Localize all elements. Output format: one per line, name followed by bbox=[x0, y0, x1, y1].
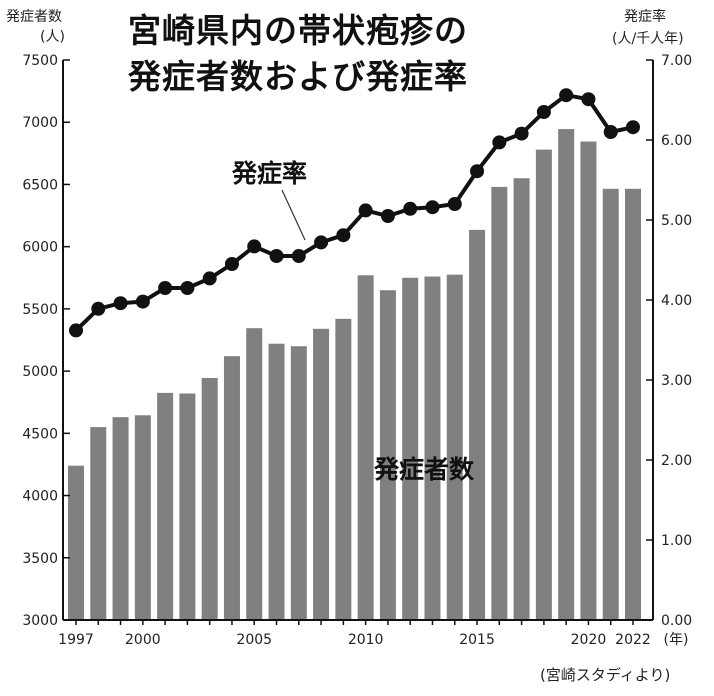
left-tick-label: 7000 bbox=[22, 115, 58, 131]
left-tick-label: 4500 bbox=[22, 426, 58, 442]
rate-point-2016 bbox=[492, 135, 507, 150]
bar-1999 bbox=[112, 417, 129, 620]
left-tick-label: 5500 bbox=[22, 302, 58, 318]
x-tick-label: 2022 bbox=[615, 632, 651, 648]
rate-point-2011 bbox=[380, 209, 395, 223]
left-tick-label: 3000 bbox=[22, 613, 58, 629]
left-tick-label: 4000 bbox=[22, 489, 58, 505]
x-axis-unit: (年) bbox=[664, 632, 689, 648]
bar-1997 bbox=[68, 465, 84, 620]
right-tick-label: 6.00 bbox=[661, 133, 692, 149]
bar-2017 bbox=[513, 178, 530, 620]
bar-2003 bbox=[201, 377, 218, 620]
bar-2015 bbox=[469, 229, 486, 620]
bar-2013 bbox=[424, 276, 441, 620]
rate-point-2014 bbox=[447, 197, 462, 211]
rate-point-2005 bbox=[247, 239, 262, 254]
right-axis-label: 発症率 bbox=[624, 9, 666, 25]
right-tick-label: 1.00 bbox=[661, 533, 692, 549]
bar-2008 bbox=[313, 328, 330, 620]
left-tick-label: 7500 bbox=[22, 53, 58, 69]
bar-2018 bbox=[535, 149, 552, 620]
right-tick-label: 3.00 bbox=[661, 373, 692, 389]
bar-2019 bbox=[558, 129, 575, 621]
bar-2014 bbox=[446, 274, 463, 620]
right-tick-label: 2.00 bbox=[661, 453, 692, 469]
bar-2016 bbox=[491, 186, 508, 620]
rate-point-1997 bbox=[69, 323, 83, 338]
rate-point-1998 bbox=[91, 301, 106, 316]
rate-point-2013 bbox=[425, 200, 440, 215]
rate-point-2008 bbox=[314, 235, 329, 250]
right-axis-unit: (人/千人年) bbox=[612, 31, 684, 47]
rate-annotation-leader bbox=[281, 189, 306, 241]
rate-point-2006 bbox=[269, 249, 284, 263]
x-tick-label: 2010 bbox=[348, 632, 384, 648]
rate-point-2022 bbox=[626, 120, 640, 135]
rate-point-2001 bbox=[158, 281, 173, 295]
bar-2004 bbox=[223, 356, 240, 620]
rate-point-2020 bbox=[581, 92, 596, 107]
rate-point-2018 bbox=[536, 105, 551, 119]
rate-point-2007 bbox=[291, 249, 306, 263]
rate-point-2015 bbox=[470, 164, 485, 179]
rate-point-2017 bbox=[514, 126, 529, 141]
rate-point-2009 bbox=[336, 228, 351, 243]
left-tick-label: 3500 bbox=[22, 551, 58, 567]
left-tick-label: 6000 bbox=[22, 240, 58, 256]
right-tick-label: 4.00 bbox=[661, 293, 692, 309]
bar-2022 bbox=[625, 188, 641, 621]
right-tick-label: 0.00 bbox=[661, 613, 692, 629]
bar-2001 bbox=[157, 392, 174, 620]
x-tick-label: 2005 bbox=[236, 632, 272, 648]
bar-2005 bbox=[246, 328, 263, 620]
x-tick-label: 1997 bbox=[58, 632, 94, 648]
bar-1998 bbox=[90, 427, 107, 620]
x-tick-label: 2000 bbox=[125, 632, 161, 648]
x-tick-label: 2015 bbox=[459, 632, 495, 648]
rate-point-2012 bbox=[403, 201, 418, 216]
bar-2000 bbox=[134, 415, 151, 620]
rate-point-2010 bbox=[358, 203, 373, 218]
left-tick-label: 6500 bbox=[22, 177, 58, 193]
bar-2012 bbox=[402, 277, 419, 620]
rate-point-2002 bbox=[180, 281, 195, 295]
rate-point-2021 bbox=[603, 125, 618, 139]
source-note: (宮崎スタディより) bbox=[540, 666, 671, 684]
right-tick-label: 5.00 bbox=[661, 213, 692, 229]
chart-title-line1: 宮崎県内の帯状疱疹の bbox=[128, 11, 468, 50]
bar-2009 bbox=[335, 318, 352, 620]
bar-2002 bbox=[179, 393, 196, 620]
left-tick-label: 5000 bbox=[22, 364, 58, 380]
chart-title-line2: 発症者数および発症率 bbox=[128, 57, 468, 96]
count-annotation: 発症者数 bbox=[373, 455, 475, 484]
left-axis-label: 発症者数 bbox=[6, 9, 62, 25]
bar-2021 bbox=[602, 188, 619, 621]
right-tick-label: 7.00 bbox=[661, 53, 692, 69]
bar-2010 bbox=[357, 275, 374, 620]
bar-2020 bbox=[580, 141, 597, 620]
rate-point-2019 bbox=[559, 88, 574, 103]
rate-annotation: 発症率 bbox=[231, 159, 307, 188]
rate-point-1999 bbox=[113, 296, 128, 311]
bar-2006 bbox=[268, 343, 285, 620]
rate-point-2003 bbox=[202, 271, 217, 286]
x-tick-label: 2020 bbox=[571, 632, 607, 648]
bar-2011 bbox=[379, 290, 396, 620]
left-axis-unit: (人) bbox=[40, 29, 65, 45]
rate-point-2004 bbox=[224, 257, 239, 271]
rate-point-2000 bbox=[135, 294, 150, 309]
bar-2007 bbox=[290, 346, 307, 620]
